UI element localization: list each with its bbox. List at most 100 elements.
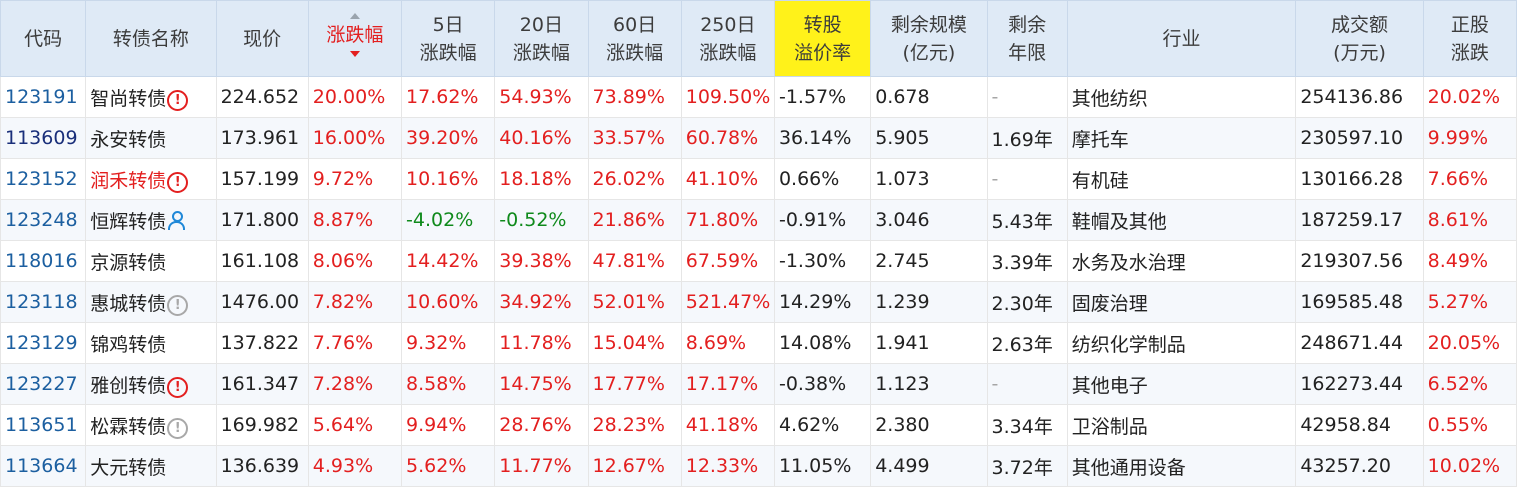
premium-cell: 11.05% — [773, 445, 872, 487]
change-20d-cell: 54.93% — [494, 76, 589, 118]
bond-name-cell[interactable]: 雅创转债! — [85, 363, 217, 405]
bond-name-cell[interactable]: 恒辉转债 — [85, 199, 217, 241]
change-5d-cell: 14.42% — [401, 240, 496, 282]
bond-name-cell[interactable]: 大元转债 — [85, 445, 217, 487]
sort-asc-icon — [349, 12, 360, 19]
change-5d-cell: 5.62% — [401, 445, 496, 487]
scale-cell: 5.905 — [870, 117, 988, 159]
bond-name[interactable]: 智尚转债 — [90, 87, 167, 110]
stock-change-cell: 5.27% — [1422, 281, 1517, 323]
bond-name-cell[interactable]: 永安转债 — [85, 117, 217, 159]
table-row[interactable]: 123118 惠城转债! 1476.00 7.82% 10.60% 34.92%… — [0, 281, 1517, 323]
premium-cell: -0.38% — [773, 363, 872, 405]
sort-indicator[interactable] — [309, 12, 401, 57]
change-cell: 4.93% — [307, 445, 403, 487]
bond-name-cell[interactable]: 智尚转债! — [85, 76, 217, 118]
industry-cell: 其他通用设备 — [1066, 445, 1297, 487]
bond-name[interactable]: 永安转债 — [90, 128, 167, 151]
col-header-code[interactable]: 代码 — [0, 0, 87, 77]
change-cell: 5.64% — [307, 404, 403, 446]
scale-cell: 1.073 — [870, 158, 988, 200]
bond-name-cell[interactable]: 松霖转债! — [85, 404, 217, 446]
bond-code-link[interactable]: 118016 — [0, 240, 87, 282]
col-header-60d[interactable]: 60日 涨跌幅 — [587, 0, 682, 77]
warning-icon[interactable]: ! — [167, 89, 189, 111]
bond-code-link[interactable]: 113651 — [0, 404, 87, 446]
table-row[interactable]: 113664 大元转债 136.639 4.93% 5.62% 11.77% 1… — [0, 445, 1517, 487]
change-60d-cell: 26.02% — [587, 158, 682, 200]
col-header-20d[interactable]: 20日 涨跌幅 — [494, 0, 589, 77]
person-icon[interactable] — [167, 210, 186, 230]
info-icon[interactable]: ! — [167, 294, 189, 316]
industry-cell: 固废治理 — [1066, 281, 1297, 323]
warning-icon[interactable]: ! — [167, 171, 189, 193]
col-header-scale[interactable]: 剩余规模 (亿元) — [870, 0, 988, 77]
bond-name-cell[interactable]: 锦鸡转债 — [85, 322, 217, 364]
change-cell: 16.00% — [307, 117, 403, 159]
price-cell: 224.652 — [215, 76, 309, 118]
col-header-industry[interactable]: 行业 — [1066, 0, 1297, 77]
stock-change-cell: 20.02% — [1422, 76, 1517, 118]
col-header-premium[interactable]: 转股 溢价率 — [773, 0, 872, 77]
change-20d-cell: 39.38% — [494, 240, 589, 282]
table-row[interactable]: 123248 恒辉转债 171.800 8.87% -4.02% -0.52% … — [0, 199, 1517, 241]
col-header-change[interactable]: 涨跌幅 — [307, 0, 403, 77]
change-250d-cell: 521.47% — [680, 281, 775, 323]
bond-name[interactable]: 京源转债 — [90, 251, 167, 274]
change-60d-cell: 33.57% — [587, 117, 682, 159]
change-250d-cell: 67.59% — [680, 240, 775, 282]
bond-name[interactable]: 锦鸡转债 — [90, 333, 167, 356]
years-cell: 3.39年 — [986, 240, 1068, 282]
bond-name[interactable]: 惠城转债 — [90, 292, 167, 315]
price-cell: 169.982 — [215, 404, 309, 446]
bond-code-link[interactable]: 113609 — [0, 117, 87, 159]
col-header-5d[interactable]: 5日 涨跌幅 — [401, 0, 496, 77]
bond-name[interactable]: 松霖转债 — [90, 415, 167, 438]
warning-icon[interactable]: ! — [167, 376, 189, 398]
change-250d-cell: 60.78% — [680, 117, 775, 159]
change-20d-cell: 11.78% — [494, 322, 589, 364]
bond-code-link[interactable]: 113664 — [0, 445, 87, 487]
bond-code-link[interactable]: 123191 — [0, 76, 87, 118]
table-row[interactable]: 123129 锦鸡转债 137.822 7.76% 9.32% 11.78% 1… — [0, 322, 1517, 364]
change-20d-cell: 11.77% — [494, 445, 589, 487]
bond-name-cell[interactable]: 润禾转债! — [85, 158, 217, 200]
bond-code-link[interactable]: 123227 — [0, 363, 87, 405]
table-row[interactable]: 118016 京源转债 161.108 8.06% 14.42% 39.38% … — [0, 240, 1517, 282]
table-row[interactable]: 123191 智尚转债! 224.652 20.00% 17.62% 54.93… — [0, 76, 1517, 118]
bond-code-link[interactable]: 123118 — [0, 281, 87, 323]
bond-name[interactable]: 雅创转债 — [90, 374, 167, 397]
table-row[interactable]: 123152 润禾转债! 157.199 9.72% 10.16% 18.18%… — [0, 158, 1517, 200]
bond-name[interactable]: 恒辉转债 — [90, 210, 167, 233]
stock-change-cell: 10.02% — [1422, 445, 1517, 487]
volume-cell: 42958.84 — [1295, 404, 1424, 446]
industry-cell: 其他纺织 — [1066, 76, 1297, 118]
change-60d-cell: 15.04% — [587, 322, 682, 364]
bond-code-link[interactable]: 123152 — [0, 158, 87, 200]
bond-name-cell[interactable]: 京源转债 — [85, 240, 217, 282]
col-header-price[interactable]: 现价 — [215, 0, 309, 77]
change-20d-cell: 34.92% — [494, 281, 589, 323]
col-header-name[interactable]: 转债名称 — [85, 0, 217, 77]
col-header-stock[interactable]: 正股 涨跌 — [1422, 0, 1517, 77]
years-cell: - — [986, 158, 1068, 200]
info-icon[interactable]: ! — [167, 417, 189, 439]
table-row[interactable]: 113609 永安转债 173.961 16.00% 39.20% 40.16%… — [0, 117, 1517, 159]
bond-name[interactable]: 大元转债 — [90, 456, 167, 479]
change-5d-cell: 8.58% — [401, 363, 496, 405]
col-header-years[interactable]: 剩余 年限 — [986, 0, 1068, 77]
change-20d-cell: 28.76% — [494, 404, 589, 446]
bond-code-link[interactable]: 123248 — [0, 199, 87, 241]
scale-cell: 1.239 — [870, 281, 988, 323]
change-20d-cell: 14.75% — [494, 363, 589, 405]
bond-name-cell[interactable]: 惠城转债! — [85, 281, 217, 323]
change-cell: 9.72% — [307, 158, 403, 200]
bond-name[interactable]: 润禾转债 — [90, 169, 167, 192]
volume-cell: 187259.17 — [1295, 199, 1424, 241]
col-header-250d[interactable]: 250日 涨跌幅 — [680, 0, 775, 77]
table-row[interactable]: 113651 松霖转债! 169.982 5.64% 9.94% 28.76% … — [0, 404, 1517, 446]
bond-code-link[interactable]: 123129 — [0, 322, 87, 364]
table-row[interactable]: 123227 雅创转债! 161.347 7.28% 8.58% 14.75% … — [0, 363, 1517, 405]
change-60d-cell: 47.81% — [587, 240, 682, 282]
col-header-volume[interactable]: 成交额 (万元) — [1295, 0, 1424, 77]
